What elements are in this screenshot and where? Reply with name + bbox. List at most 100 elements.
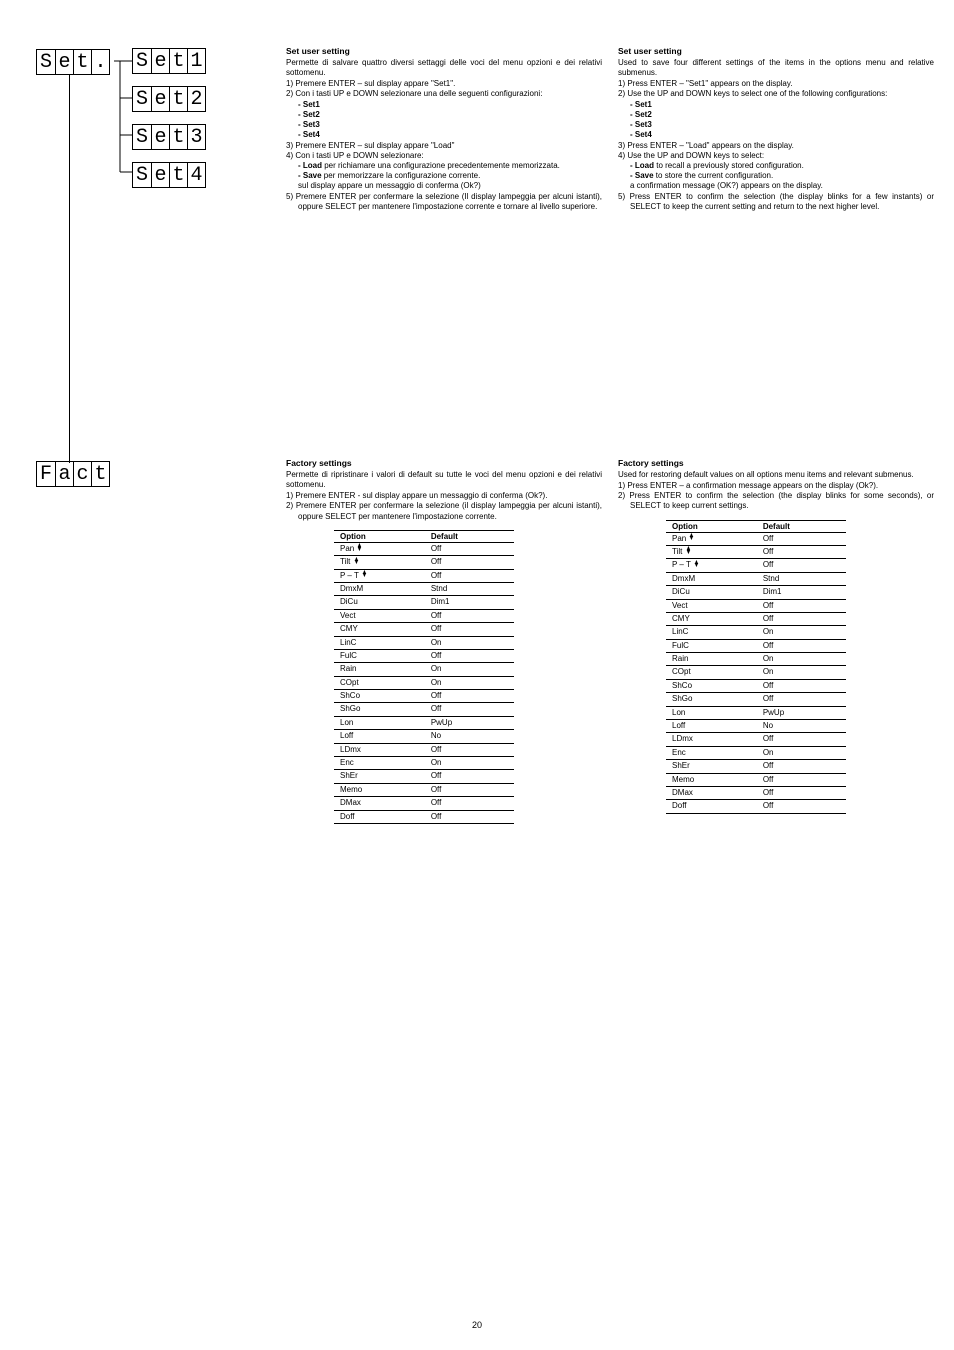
table-row: ShGoOff bbox=[666, 693, 846, 706]
lcd-fact: F a c t bbox=[36, 461, 110, 487]
options-tbody-it: Pan ▲▼OffTilt ▲▼OffP – T ▲▼OffDmxMStndDi… bbox=[334, 542, 514, 823]
default-cell: Off bbox=[425, 556, 514, 569]
config-list-it: - Set1 - Set2 - Set3 - Set4 bbox=[286, 100, 602, 141]
option-cell: DiCu bbox=[666, 586, 757, 599]
option-cell: ShCo bbox=[334, 690, 425, 703]
option-cell: COpt bbox=[666, 666, 757, 679]
fact-title-it: Factory settings bbox=[286, 458, 602, 469]
set-list-it: 1) Premere ENTER – sul display appare "S… bbox=[286, 79, 602, 99]
default-cell: Off bbox=[425, 542, 514, 555]
default-cell: Off bbox=[757, 612, 846, 625]
option-cell: FulC bbox=[666, 639, 757, 652]
option-cell: Tilt ▲▼ bbox=[666, 545, 757, 558]
option-cell: COpt bbox=[334, 676, 425, 689]
table-row: Tilt ▲▼Off bbox=[334, 556, 514, 569]
list-item: 3) Press ENTER – "Load" appears on the d… bbox=[618, 141, 934, 151]
save-bold: - Save bbox=[630, 171, 654, 180]
table-row: MemoOff bbox=[666, 773, 846, 786]
option-cell: Vect bbox=[334, 609, 425, 622]
table-head-default: Default bbox=[425, 530, 514, 542]
list-item: 1) Premere ENTER – sul display appare "S… bbox=[286, 79, 602, 89]
option-cell: P – T ▲▼ bbox=[334, 569, 425, 582]
list-item: 2) Press ENTER to confirm the selection … bbox=[618, 491, 934, 511]
default-cell: Off bbox=[757, 599, 846, 612]
table-head-option: Option bbox=[666, 520, 757, 532]
lcd-char: . bbox=[91, 50, 109, 74]
default-cell: Off bbox=[757, 800, 846, 813]
table-row: Pan ▲▼Off bbox=[334, 542, 514, 555]
list-item: 2) Use the UP and DOWN keys to select on… bbox=[618, 89, 934, 99]
table-row: MemoOff bbox=[334, 783, 514, 796]
lcd-char: t bbox=[169, 49, 187, 73]
lcd-char: a bbox=[55, 462, 73, 486]
table-row: ShCoOff bbox=[666, 679, 846, 692]
default-cell: Off bbox=[425, 770, 514, 783]
lcd-char: S bbox=[133, 49, 151, 73]
cfg-line: - Set4 bbox=[298, 130, 320, 139]
table-row: COptOn bbox=[334, 676, 514, 689]
fact-list-it: 1) Premere ENTER - sul display appare un… bbox=[286, 491, 602, 522]
default-cell: Off bbox=[425, 623, 514, 636]
option-cell: FulC bbox=[334, 649, 425, 662]
default-cell: No bbox=[425, 730, 514, 743]
lcd-char: t bbox=[91, 462, 109, 486]
default-cell: Off bbox=[425, 703, 514, 716]
table-row: P – T ▲▼Off bbox=[666, 559, 846, 572]
lcd-substack: S e t 1 S e t 2 S e t 3 S e t 4 bbox=[132, 48, 206, 200]
default-cell: Off bbox=[757, 786, 846, 799]
page-number: 20 bbox=[0, 1320, 954, 1330]
table-row: DiCuDim1 bbox=[666, 586, 846, 599]
list-item: 1) Press ENTER – "Set1" appears on the d… bbox=[618, 79, 934, 89]
table-row: DMaxOff bbox=[666, 786, 846, 799]
option-cell: Lon bbox=[334, 716, 425, 729]
option-cell: LDmx bbox=[666, 733, 757, 746]
lcd-char: c bbox=[73, 462, 91, 486]
lcd-char: t bbox=[169, 163, 187, 187]
option-cell: LinC bbox=[666, 626, 757, 639]
list-item: 1) Premere ENTER - sul display appare un… bbox=[286, 491, 602, 501]
option-cell: ShEr bbox=[334, 770, 425, 783]
table-row: P – T ▲▼Off bbox=[334, 569, 514, 582]
table-row: RainOn bbox=[666, 653, 846, 666]
table-row: ShErOff bbox=[334, 770, 514, 783]
load-rest: per richiamare una configurazione preced… bbox=[322, 161, 560, 170]
table-row: LoffNo bbox=[666, 720, 846, 733]
table-row: LDmxOff bbox=[666, 733, 846, 746]
cfg-line: - Set3 bbox=[298, 120, 320, 129]
lcd-char: e bbox=[151, 87, 169, 111]
default-cell: Off bbox=[425, 609, 514, 622]
default-cell: Dim1 bbox=[757, 586, 846, 599]
cfg-line: - Set3 bbox=[630, 120, 652, 129]
lcd-set4: S e t 4 bbox=[132, 162, 206, 188]
default-cell: On bbox=[425, 663, 514, 676]
lcd-char: 3 bbox=[187, 125, 205, 149]
table-head-default: Default bbox=[757, 520, 846, 532]
set-list-en-3: 5) Press ENTER to confirm the selection … bbox=[618, 192, 934, 212]
table-row: ShErOff bbox=[666, 760, 846, 773]
default-cell: Off bbox=[757, 679, 846, 692]
table-head-option: Option bbox=[334, 530, 425, 542]
set-intro-en: Used to save four different settings of … bbox=[618, 58, 934, 78]
default-cell: Off bbox=[425, 797, 514, 810]
fact-title-en: Factory settings bbox=[618, 458, 934, 469]
option-cell: DMax bbox=[334, 797, 425, 810]
lcd-char: t bbox=[73, 50, 91, 74]
lcd-char: e bbox=[151, 163, 169, 187]
option-cell: ShGo bbox=[334, 703, 425, 716]
lcd-char: 4 bbox=[187, 163, 205, 187]
default-cell: Off bbox=[425, 810, 514, 823]
option-cell: Doff bbox=[666, 800, 757, 813]
options-tbody-en: Pan ▲▼OffTilt ▲▼OffP – T ▲▼OffDmxMStndDi… bbox=[666, 532, 846, 813]
list-item: 1) Press ENTER – a confirmation message … bbox=[618, 481, 934, 491]
default-cell: On bbox=[757, 626, 846, 639]
option-cell: Vect bbox=[666, 599, 757, 612]
table-row: RainOn bbox=[334, 663, 514, 676]
default-cell: PwUp bbox=[425, 716, 514, 729]
options-table-en: Option Default Pan ▲▼OffTilt ▲▼OffP – T … bbox=[666, 520, 846, 814]
table-row: Tilt ▲▼Off bbox=[666, 545, 846, 558]
cfg-line: - Set1 bbox=[630, 100, 652, 109]
default-cell: Off bbox=[425, 783, 514, 796]
default-cell: Dim1 bbox=[425, 596, 514, 609]
table-row: EncOn bbox=[666, 746, 846, 759]
table-row: ShGoOff bbox=[334, 703, 514, 716]
